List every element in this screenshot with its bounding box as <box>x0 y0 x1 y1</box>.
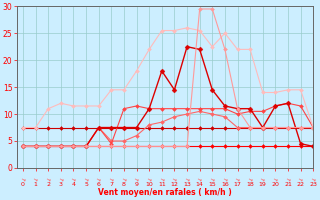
Text: →: → <box>95 176 102 183</box>
Text: →: → <box>234 176 241 183</box>
Text: →: → <box>32 176 39 183</box>
Text: →: → <box>83 176 89 183</box>
Text: →: → <box>247 176 253 183</box>
Text: →: → <box>222 176 228 183</box>
Text: →: → <box>45 176 52 183</box>
Text: →: → <box>70 176 77 183</box>
Text: →: → <box>121 176 127 183</box>
Text: →: → <box>272 176 279 183</box>
Text: →: → <box>196 176 203 183</box>
Text: →: → <box>184 176 190 183</box>
Text: →: → <box>260 176 266 183</box>
Text: →: → <box>209 176 216 183</box>
X-axis label: Vent moyen/en rafales ( km/h ): Vent moyen/en rafales ( km/h ) <box>98 188 232 197</box>
Text: →: → <box>171 176 178 183</box>
Text: →: → <box>58 176 64 183</box>
Text: →: → <box>297 176 304 183</box>
Text: →: → <box>108 176 115 183</box>
Text: →: → <box>310 176 316 183</box>
Text: →: → <box>133 176 140 183</box>
Text: →: → <box>20 176 26 183</box>
Text: →: → <box>285 176 291 183</box>
Text: →: → <box>158 176 165 183</box>
Text: →: → <box>146 176 152 183</box>
